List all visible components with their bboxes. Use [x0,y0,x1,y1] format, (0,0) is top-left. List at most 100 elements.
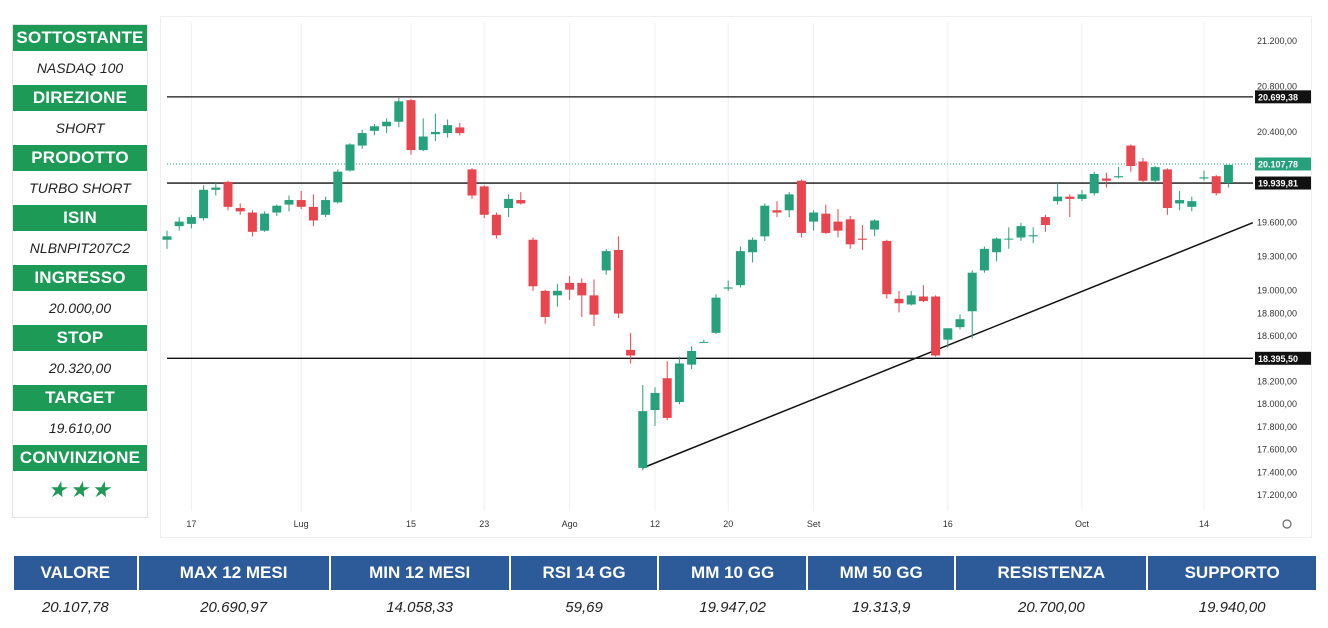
candle [272,204,282,216]
candle-body [1126,145,1136,166]
last-price-tag-label: 20.107,78 [1258,159,1298,169]
candle [1053,183,1063,205]
candle [662,361,672,421]
level-tag-0: 20.699,38 [1255,90,1311,104]
candle [540,289,550,324]
value-isin: NLBNPIT207C2 [29,240,131,256]
candle [918,285,928,303]
candle [1028,227,1038,244]
candle-body [833,221,843,231]
y-tick-label: 17.400,00 [1257,467,1297,477]
candle [308,194,318,227]
candle [382,118,392,134]
candle [784,192,794,218]
label-target: TARGET [13,385,147,411]
candle [1138,158,1148,184]
candle-body [748,239,758,253]
info-panel: SOTTOSTANTE NASDAQ 100 DIREZIONE SHORT P… [12,24,148,518]
label-stop: STOP [13,325,147,351]
y-tick-label: 20.800,00 [1257,81,1297,91]
candle [479,185,489,219]
candle [321,196,331,218]
candle [577,278,587,317]
candle-body [1211,176,1221,194]
candle [1077,189,1087,202]
value-target: 19.610,00 [48,420,112,436]
candle [882,239,892,299]
candle [260,211,270,232]
x-tick-label: Lug [294,519,309,529]
candle-body [809,212,819,222]
x-tick-label: 14 [1199,519,1209,529]
candle [369,124,379,136]
candle-body [577,282,587,296]
candle [223,180,233,211]
candle [443,119,453,138]
header-max-12-mesi: MAX 12 MESI [138,556,329,590]
value-valore: 20.107,78 [41,598,109,616]
candle-body [1138,161,1148,181]
candle [1114,167,1124,179]
candle [1040,214,1050,232]
y-tick-label: 17.200,00 [1257,490,1297,500]
y-tick-label: 19.300,00 [1257,252,1297,262]
candle-body [186,217,196,224]
level-tag-1: 19.939,81 [1255,176,1311,190]
candle-body [699,341,709,343]
y-tick-label: 19.000,00 [1257,286,1297,296]
y-tick-label: 18.600,00 [1257,331,1297,341]
candle [516,192,526,205]
candle-body [601,251,611,271]
candle [674,356,684,405]
candle-body [1040,217,1050,226]
candle-body [760,205,770,237]
value-sottostante: NASDAQ 100 [36,60,124,76]
conviction-stars: ★★★ [13,471,147,509]
candle-body [308,206,318,221]
candle [333,169,343,204]
candle-body [162,236,172,240]
candle-body [638,411,648,468]
candle [638,385,648,471]
y-tick-label: 21.200,00 [1257,36,1297,46]
candle [650,387,660,426]
candle-body [357,133,367,146]
candle [528,237,538,291]
candle [247,210,257,237]
candle-body [1114,176,1124,178]
candle [992,237,1002,262]
candle [748,237,758,263]
level-tag-2-label: 18.395,50 [1258,354,1298,364]
candle-body [1004,238,1014,240]
candle-body [1199,177,1209,179]
value-rsi-14-gg: 59,69 [565,598,603,616]
candle [857,225,867,250]
x-tick-label: 23 [479,519,489,529]
header-mm-50-gg: MM 50 GG [807,556,955,590]
price-chart[interactable]: 21.200,00 20.800,00 20.400,00 19.600,00 19.3… [160,16,1312,538]
candle-body [613,249,623,314]
header-min-12-mesi: MIN 12 MESI [330,556,509,590]
candle [772,201,782,218]
candle [979,246,989,273]
candle-body [235,207,245,212]
value-ingresso: 20.000,00 [48,300,112,316]
candle-body [199,189,209,219]
value-supporto: 19.940,00 [1198,598,1266,616]
star-rating-icon: ★★★ [47,477,113,502]
candle-body [1187,201,1197,207]
candle [809,210,819,231]
value-direzione: SHORT [55,120,105,136]
candle-body [1053,196,1063,202]
label-ingresso: INGRESSO [13,265,147,291]
stats-header-row: VALORE MAX 12 MESI MIN 12 MESI RSI 14 GG… [14,556,1316,590]
candle-body [821,213,831,233]
candle-body [870,220,880,230]
candle-body [479,186,489,215]
candle-body [443,125,453,134]
candle [357,129,367,149]
y-tick-label: 17.600,00 [1257,445,1297,455]
candle [186,214,196,229]
candle [613,236,623,319]
candle-body [894,298,904,304]
